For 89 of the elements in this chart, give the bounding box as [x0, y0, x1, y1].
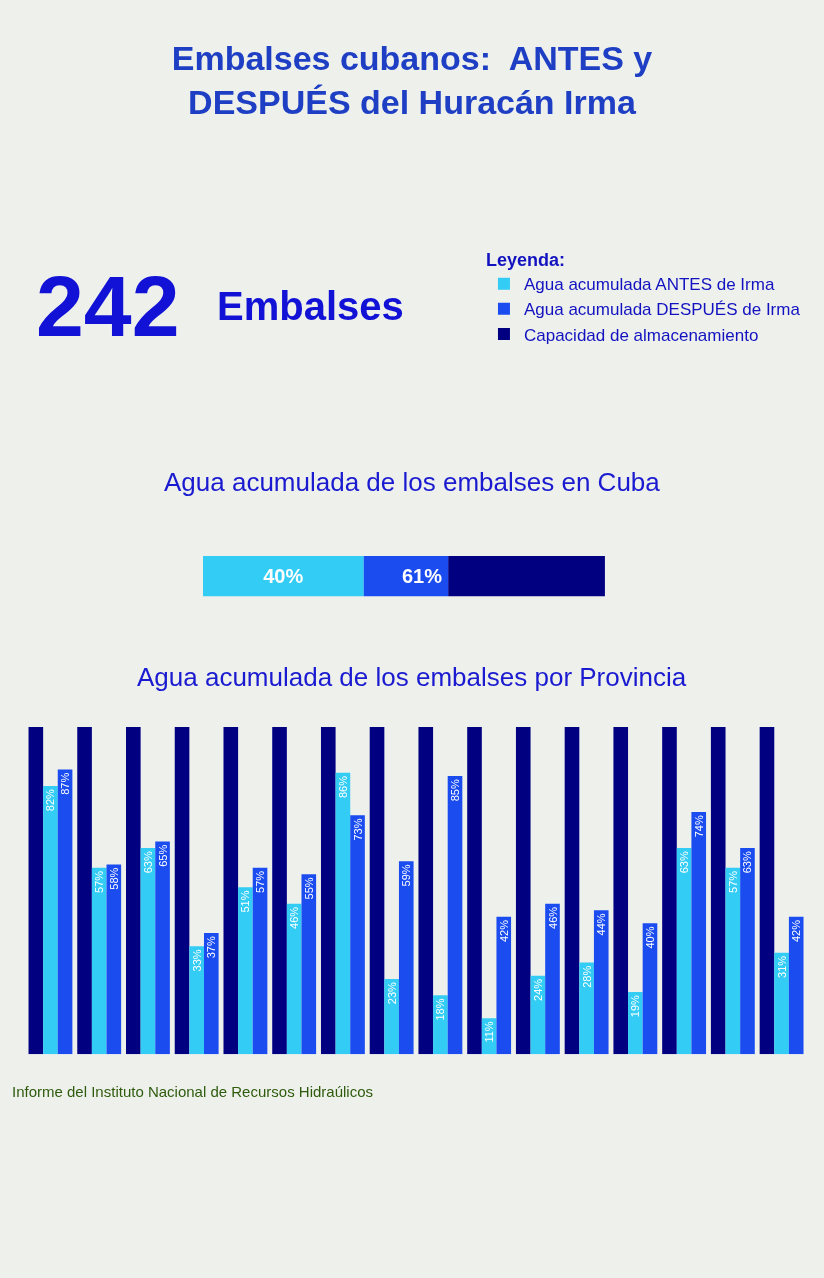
data-label: 65%	[156, 844, 169, 867]
data-label: 44%	[595, 913, 608, 936]
data-label: 87%	[59, 772, 72, 795]
data-label: 57%	[93, 870, 106, 893]
bar	[223, 727, 239, 1055]
chart-title: Agua acumulada de los embalses por Provincia	[137, 662, 687, 692]
bar	[174, 727, 190, 1055]
chart-title: Agua acumulada de los embalses en Cuba	[164, 467, 661, 497]
bar	[286, 903, 302, 1055]
data-label: 57%	[726, 870, 739, 893]
data-label: 86%	[336, 775, 349, 799]
data-label: 74%	[692, 815, 705, 838]
bar	[126, 727, 141, 1055]
data-label: 63%	[741, 851, 754, 874]
legend-label: Capacidad de almacenamiento	[523, 325, 759, 345]
bar	[369, 727, 385, 1055]
bar	[272, 727, 287, 1055]
bar	[252, 867, 268, 1055]
bar	[77, 727, 92, 1055]
bar	[155, 841, 170, 1055]
data-label: 63%	[678, 851, 691, 874]
data-label: 11%	[483, 1021, 496, 1043]
bar	[43, 785, 58, 1055]
data-label: 57%	[254, 870, 267, 893]
bar	[384, 978, 399, 1055]
bar	[613, 727, 629, 1055]
text: Embalses cubanos: ANTES y DESPUÉS del Huracán Irma	[171, 39, 653, 122]
bar	[189, 946, 204, 1055]
bar	[467, 727, 482, 1055]
bar	[433, 995, 448, 1055]
bar	[238, 887, 253, 1055]
data-label: 24%	[531, 978, 544, 1001]
data-label: 33%	[190, 949, 203, 972]
data-label: 23%	[385, 981, 398, 1005]
legend-label: Agua acumulada DESPUÉS de Irma	[523, 300, 801, 320]
bar	[759, 727, 775, 1055]
data-label: 40%	[263, 565, 304, 588]
bar	[320, 727, 336, 1055]
bar	[710, 727, 726, 1055]
data-label: 73%	[351, 818, 364, 841]
data-label: 31%	[775, 955, 788, 978]
legend-title: Leyenda:	[485, 250, 565, 271]
bar	[593, 910, 609, 1055]
text: 242	[36, 258, 180, 354]
bar	[642, 923, 658, 1055]
bar	[496, 916, 512, 1055]
bar	[774, 952, 789, 1055]
data-label: 46%	[288, 906, 301, 929]
data-label: 58%	[107, 867, 120, 890]
bar	[447, 776, 463, 1055]
bar	[676, 848, 692, 1055]
bar	[335, 772, 351, 1055]
bar	[725, 867, 741, 1055]
bar	[662, 727, 677, 1055]
bar	[564, 727, 580, 1055]
bar	[740, 848, 755, 1055]
data-label: 19%	[629, 994, 642, 1018]
bar	[28, 727, 44, 1055]
bar	[418, 727, 434, 1055]
bar	[350, 815, 365, 1055]
text: Informe del Instituto Nacional de Recursos Hidraúlicos	[12, 1083, 374, 1100]
annotation: 61%	[402, 565, 443, 587]
bar	[579, 962, 594, 1055]
data-label: 51%	[239, 890, 252, 913]
data-label: 85%	[449, 779, 462, 802]
bar	[788, 916, 804, 1055]
bar	[515, 727, 531, 1055]
data-label: 18%	[434, 998, 447, 1021]
bar	[203, 933, 219, 1055]
data-label: 55%	[302, 877, 315, 900]
bar	[140, 848, 156, 1055]
data-label: 42%	[497, 919, 510, 943]
bar	[301, 874, 317, 1055]
legend-label: Agua acumulada ANTES de Irma	[523, 275, 775, 295]
data-label: 63%	[141, 851, 154, 874]
bar	[57, 769, 73, 1055]
data-label: 28%	[580, 965, 593, 988]
bar	[106, 864, 122, 1055]
text: Embalses	[217, 284, 404, 328]
bar	[91, 867, 107, 1055]
bar	[545, 903, 560, 1055]
data-label: 40%	[643, 926, 656, 949]
data-label: 37%	[205, 936, 218, 959]
data-label: 42%	[790, 919, 803, 943]
bar	[398, 861, 414, 1055]
data-label: 59%	[400, 864, 413, 887]
data-label: 82%	[44, 788, 57, 812]
bar	[691, 812, 707, 1055]
data-label: 46%	[546, 906, 559, 929]
